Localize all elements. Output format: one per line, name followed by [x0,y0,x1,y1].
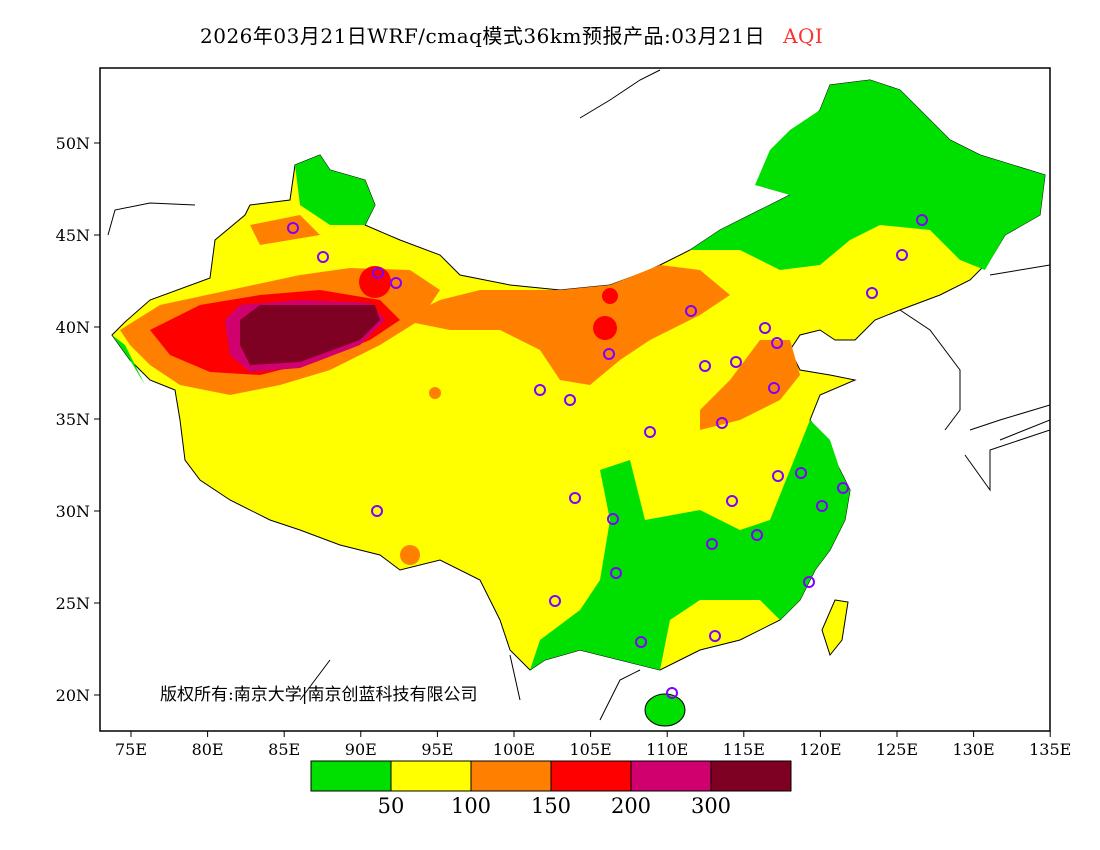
lon-tick-label: 100E [493,740,535,759]
station-marker [772,470,784,482]
map-frame [99,67,1051,732]
station-marker [549,595,561,607]
region-aqi-0-50-south [530,420,850,670]
lat-tick-label: 20N [56,686,90,705]
region-aqi-100-150-north [400,265,730,385]
monitoring-stations [287,214,928,699]
lat-tick-label: 30N [56,502,90,521]
legend-threshold: 300 [691,794,731,818]
lat-tick-label: 35N [56,410,90,429]
station-marker [771,337,783,349]
station-marker [390,277,402,289]
station-marker [569,492,581,504]
lat-tick-label: 45N [56,226,90,245]
station-marker [709,630,721,642]
lon-tick-label: 75E [115,740,147,759]
region-aqi-100-150-spot [400,545,420,565]
legend-swatch [390,760,472,792]
region-aqi-300-plus [240,305,380,365]
station-marker [816,500,828,512]
station-marker [287,222,299,234]
title-text: 2026年03月21日WRF/cmaq模式36km预报产品:03月21日 [200,24,766,48]
legend-threshold: 200 [611,794,651,818]
station-marker [607,513,619,525]
region-aqi-0-50-junggar [295,155,375,225]
color-legend: 50 100 150 200 300 [310,760,792,818]
station-marker [317,251,329,263]
station-marker [635,636,647,648]
lon-tick-label: 115E [723,740,765,759]
legend-swatch [630,760,712,792]
lon-tick-label: 85E [268,740,300,759]
variable-label: AQI [783,24,824,48]
station-marker [685,305,697,317]
region-aqi-150-200-spot [359,266,391,298]
legend-swatch [470,760,552,792]
lon-tick-label: 135E [1029,740,1071,759]
station-marker [603,348,615,360]
lon-tick-label: 125E [876,740,918,759]
station-marker [837,482,849,494]
region-aqi-100-150-plain [700,340,800,430]
lon-tick-label: 110E [646,740,688,759]
station-marker [564,394,576,406]
station-marker [610,567,622,579]
station-marker [795,467,807,479]
lon-tick-label: 130E [952,740,994,759]
legend-threshold: 100 [451,794,491,818]
hainan-island [644,693,686,727]
region-aqi-100-150-junggar [250,215,320,245]
region-aqi-150-200-spot [593,316,617,340]
lon-tick-label: 80E [192,740,224,759]
station-marker [644,426,656,438]
region-aqi-150-200-spot [602,288,618,304]
station-marker [699,360,711,372]
station-marker [896,249,908,261]
station-marker [916,214,928,226]
region-aqi-0-50-northeast [690,80,1045,270]
lat-tick-label: 25N [56,594,90,613]
station-marker [666,687,678,699]
station-marker [706,538,718,550]
lon-tick-label: 120E [799,740,841,759]
station-marker [730,356,742,368]
legend-swatch [550,760,632,792]
map-area [107,69,1050,727]
station-marker [866,287,878,299]
lon-tick-label: 95E [421,740,453,759]
copyright-text: 版权所有:南京大学|南京创蓝科技有限公司 [160,685,478,705]
coastlines [107,69,1050,721]
station-marker [768,382,780,394]
region-aqi-100-150-spot [429,387,441,399]
legend-swatch [310,760,392,792]
taiwan-island [821,599,849,657]
map-title: 2026年03月21日WRF/cmaq模式36km预报产品:03月21日 AQI [200,20,823,49]
station-marker [726,495,738,507]
legend-swatch [710,760,792,792]
lon-tick-label: 105E [569,740,611,759]
station-marker [759,322,771,334]
station-marker [803,576,815,588]
lat-tick-label: 50N [56,134,90,153]
lat-tick-label: 40N [56,318,90,337]
legend-threshold: 50 [378,794,405,818]
station-marker [751,529,763,541]
station-marker [372,267,384,279]
station-marker [371,505,383,517]
lon-tick-label: 90E [345,740,377,759]
legend-threshold: 150 [531,794,571,818]
axis-ticks: 75E 80E 85E 90E 95E 100E 105E 110E 115E 120E 125E 1… [56,134,1072,759]
station-marker [716,417,728,429]
station-marker [534,384,546,396]
